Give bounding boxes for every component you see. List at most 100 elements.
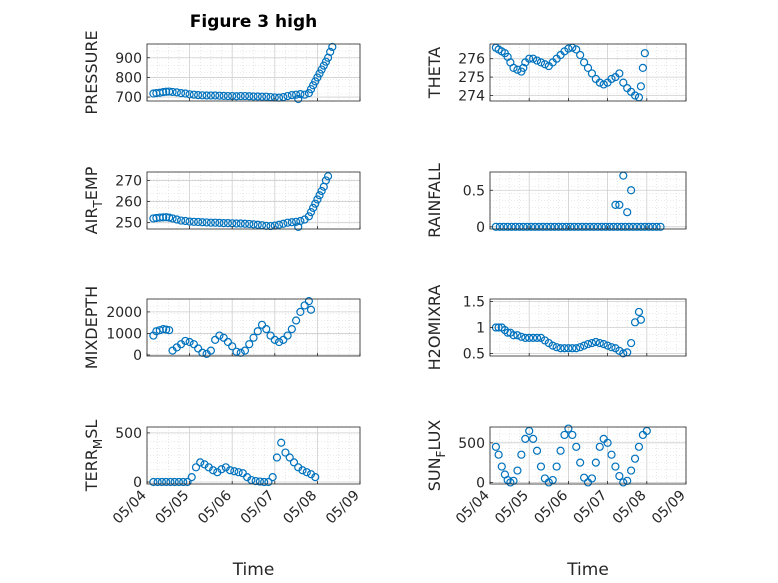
data-point [589, 222, 598, 231]
data-point [245, 340, 254, 349]
data-point [189, 340, 198, 349]
data-point [603, 341, 612, 350]
data-point [607, 74, 616, 84]
data-point [517, 332, 526, 341]
data-point [591, 458, 600, 467]
data-point [630, 91, 640, 100]
data-point [581, 222, 591, 231]
axes-frame [489, 43, 687, 102]
data-point [529, 434, 538, 443]
y-tick-label: 274 [458, 88, 485, 104]
y-tick-label: 250 [115, 216, 142, 232]
data-point [268, 473, 277, 482]
y-axis-label: PRESSURE [82, 30, 101, 114]
data-point [292, 90, 301, 99]
data-point [525, 426, 534, 436]
data-point [283, 91, 292, 101]
data-point [595, 338, 604, 348]
data-point [640, 222, 649, 231]
data-point [153, 477, 162, 487]
data-point [194, 91, 203, 100]
data-point [611, 200, 620, 209]
data-point [283, 331, 292, 340]
data-point [509, 331, 518, 340]
data-point [279, 335, 288, 344]
data-point [525, 54, 534, 63]
data-point [532, 333, 542, 342]
data-point [255, 477, 264, 486]
data-point [548, 475, 557, 485]
data-point [572, 344, 581, 353]
data-point [270, 335, 279, 344]
data-point [538, 222, 548, 231]
data-point [215, 91, 224, 100]
data-point [564, 424, 573, 433]
data-point [607, 450, 616, 459]
x-axis-label: Time [566, 560, 609, 580]
y-tick-label: 0.5 [463, 346, 485, 362]
data-point [174, 477, 184, 487]
data-point [560, 430, 569, 440]
data-point [176, 216, 186, 225]
data-point [619, 78, 628, 87]
data-point [172, 88, 181, 97]
data-point [583, 63, 593, 73]
data-point [542, 222, 551, 231]
data-point [219, 91, 228, 100]
data-point [546, 222, 555, 231]
data-point [648, 222, 657, 231]
data-point [311, 77, 320, 86]
axes-frame [489, 426, 687, 485]
axes-frame [146, 426, 361, 485]
data-point [215, 218, 224, 227]
data-point [211, 91, 220, 100]
data-point [245, 92, 254, 101]
data-point [574, 222, 583, 231]
data-point [491, 442, 500, 451]
data-point [289, 458, 299, 467]
data-point [607, 343, 616, 352]
data-point [191, 463, 201, 472]
data-point [179, 477, 188, 487]
data-point [548, 341, 557, 350]
data-point [579, 473, 589, 482]
data-point [162, 477, 171, 487]
x-tick-label: 05/08 [610, 488, 650, 528]
data-point [183, 477, 192, 487]
data-point [228, 342, 237, 351]
data-point [287, 218, 296, 227]
data-point [494, 450, 503, 459]
data-point [283, 218, 292, 227]
data-point [503, 222, 512, 231]
data-point [636, 82, 646, 91]
data-point [566, 222, 575, 231]
data-point [157, 477, 167, 487]
data-point [202, 91, 211, 100]
data-point [251, 476, 260, 486]
data-point [196, 458, 205, 467]
data-point [640, 49, 649, 58]
y-axis-label: THETA [425, 47, 444, 99]
y-tick-label: 0 [133, 475, 142, 491]
data-point [172, 215, 181, 224]
y-axis-label: MIXDEPTH [82, 286, 101, 369]
figure-title: Figure 3 high [189, 12, 318, 32]
data-point [634, 442, 644, 451]
data-point [583, 339, 593, 349]
data-point [507, 222, 516, 231]
data-point [625, 222, 634, 231]
data-point [225, 466, 235, 475]
data-point [168, 214, 177, 223]
data-point [247, 475, 256, 485]
data-point [219, 333, 228, 342]
data-point [292, 316, 301, 325]
data-point [159, 325, 168, 334]
data-point [572, 442, 581, 451]
y-tick-label: 500 [115, 426, 142, 442]
data-point [317, 65, 326, 74]
x-tick-label: 05/09 [649, 488, 689, 528]
data-point [519, 63, 528, 73]
data-point [595, 78, 604, 87]
data-point [170, 477, 179, 487]
data-point [253, 327, 262, 336]
